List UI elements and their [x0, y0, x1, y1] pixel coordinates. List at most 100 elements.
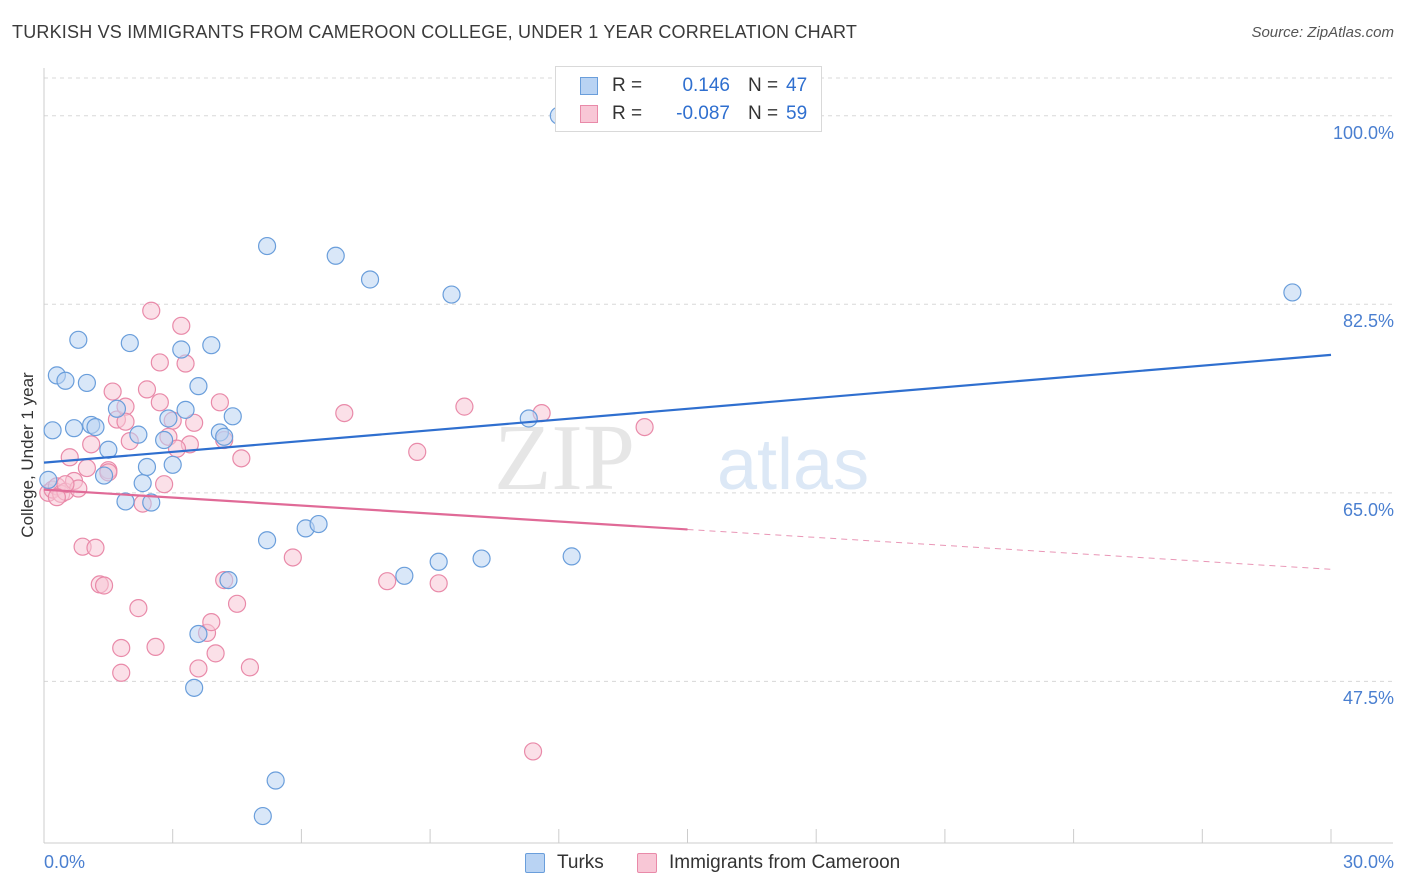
x-tick-label-max: 30.0% [1342, 852, 1394, 872]
turks-point [86, 417, 105, 437]
cameroon-point [129, 599, 148, 618]
cameroon-point [172, 316, 191, 335]
cameroon-point [146, 637, 165, 657]
turks-point [472, 549, 491, 568]
turks-point [116, 492, 135, 511]
cameroon-point [232, 449, 251, 468]
legend-swatch-cameroon [637, 853, 657, 873]
turks-point [360, 270, 380, 289]
turks-point [189, 377, 208, 396]
turks-point [69, 330, 88, 349]
cameroon-point [56, 475, 75, 494]
cameroon-point [116, 412, 135, 431]
turks-points [39, 106, 1302, 826]
y-tick-label: 100.0% [1332, 122, 1394, 143]
cameroon-point [103, 382, 122, 401]
turks-point [202, 336, 221, 355]
legend-r-value: 0.146 [682, 75, 730, 96]
turks-point [155, 430, 174, 450]
correlation-legend: R = 0.146 N = 47 R = -0.087 N = 59 [555, 66, 822, 132]
y-tick-label: 47.5% [1342, 688, 1394, 709]
cameroon-point [137, 380, 157, 399]
axes [43, 68, 1393, 844]
trend-lines [43, 353, 1332, 570]
legend-item-cameroon[interactable]: Immigrants from Cameroon [637, 852, 900, 874]
cameroon-point [47, 488, 66, 507]
legend-n-value: 59 [786, 103, 808, 124]
turks-point [442, 285, 461, 304]
turks-trend-line [43, 353, 1332, 464]
turks-point [129, 425, 148, 444]
turks-point [189, 624, 208, 644]
turks-point [39, 470, 58, 489]
turks-point [142, 493, 161, 512]
legend-label-cameroon: Immigrants from Cameroon [669, 852, 901, 873]
turks-point [395, 566, 414, 585]
watermark: ZIP atlas [494, 406, 869, 510]
cameroon-point [335, 403, 354, 423]
legend-item-turks[interactable]: Turks [525, 852, 604, 874]
turks-point [137, 457, 157, 477]
cameroon-point [86, 538, 105, 557]
source-label: Source: ZipAtlas.com [1251, 24, 1394, 41]
turks-point [56, 371, 75, 390]
turks-point [176, 400, 195, 419]
turks-point [429, 552, 448, 571]
cameroon-point [210, 393, 229, 412]
legend-n-value: 47 [786, 75, 808, 96]
cameroon-point [202, 613, 221, 632]
legend-label-turks: Turks [557, 852, 604, 873]
cameroon-point [523, 742, 543, 761]
y-axis-label: College, Under 1 year [18, 372, 37, 538]
turks-point [163, 455, 182, 474]
turks-point [133, 474, 152, 493]
turks-point [326, 246, 345, 265]
turks-point [1283, 283, 1302, 302]
x-tick-label-min: 0.0% [44, 852, 86, 872]
cameroon-point [60, 448, 79, 467]
cameroon-point [378, 572, 397, 591]
legend-row-turks: R = 0.146 N = 47 [580, 73, 807, 99]
turks-point [43, 421, 62, 440]
series-legend: Turks Immigrants from Cameroon [0, 852, 1406, 878]
cameroon-point [150, 353, 169, 372]
watermark-atlas: atlas [717, 425, 869, 505]
turks-point [94, 466, 114, 485]
y-tick-label: 82.5% [1342, 311, 1394, 332]
turks-point [107, 399, 127, 418]
turks-point [159, 409, 178, 428]
turks-point [215, 427, 234, 446]
cameroon-point [77, 458, 97, 478]
turks-point [309, 514, 328, 534]
cameroon-trend-extension [687, 528, 1332, 570]
legend-swatch-turks [525, 853, 545, 873]
cameroon-point [142, 301, 161, 320]
turks-point [172, 340, 191, 359]
legend-r-label: R = [612, 103, 643, 124]
cameroon-point [82, 435, 101, 454]
turks-point [77, 373, 97, 393]
chart-title: TURKISH VS IMMIGRANTS FROM CAMEROON COLL… [12, 22, 858, 42]
turks-point [519, 409, 538, 428]
cameroon-points [39, 301, 654, 761]
cameroon-point [150, 393, 169, 412]
turks-point [223, 407, 242, 426]
cameroon-point [635, 417, 654, 437]
cameroon-point [408, 442, 427, 461]
cameroon-point [112, 638, 131, 658]
turks-point [266, 771, 285, 790]
turks-point [64, 419, 84, 438]
legend-n-label: N = [748, 103, 779, 124]
legend-swatch-cameroon [580, 105, 598, 123]
gridlines [44, 77, 1393, 682]
turks-point [185, 678, 204, 697]
legend-r-label: R = [612, 75, 643, 96]
cameroon-point [455, 397, 474, 416]
legend-n-label: N = [748, 75, 779, 96]
cameroon-trend-line [43, 488, 688, 531]
cameroon-point [283, 548, 302, 567]
cameroon-point [112, 663, 131, 682]
legend-row-cameroon: R = -0.087 N = 59 [580, 101, 807, 127]
turks-point [253, 806, 272, 826]
